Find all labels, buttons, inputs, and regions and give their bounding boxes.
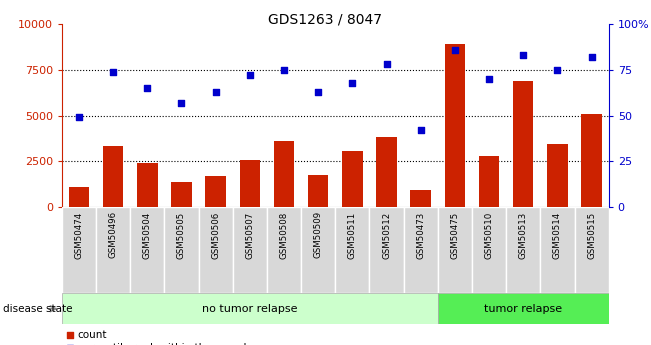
Bar — [472, 207, 506, 293]
Text: GSM50515: GSM50515 — [587, 211, 596, 258]
Point — [381, 62, 392, 67]
Text: GSM50511: GSM50511 — [348, 211, 357, 258]
Text: GSM50504: GSM50504 — [143, 211, 152, 258]
Bar — [506, 207, 540, 293]
Bar — [547, 144, 568, 207]
Bar — [370, 207, 404, 293]
Point — [347, 80, 357, 86]
Bar — [581, 114, 602, 207]
Text: GSM50507: GSM50507 — [245, 211, 255, 258]
Legend: count, percentile rank within the sample: count, percentile rank within the sample — [67, 329, 253, 345]
Text: no tumor relapse: no tumor relapse — [202, 304, 298, 314]
Text: GSM50505: GSM50505 — [177, 211, 186, 258]
Bar — [164, 207, 199, 293]
Point — [74, 115, 84, 120]
Text: GSM50513: GSM50513 — [519, 211, 528, 258]
Text: GSM50473: GSM50473 — [416, 211, 425, 258]
Bar — [267, 207, 301, 293]
Point — [450, 47, 460, 52]
Point — [518, 52, 529, 58]
Text: GSM50514: GSM50514 — [553, 211, 562, 258]
Bar — [96, 207, 130, 293]
Point — [415, 127, 426, 133]
Text: GSM50496: GSM50496 — [109, 211, 118, 258]
Bar — [199, 207, 233, 293]
Point — [552, 67, 562, 72]
Point — [313, 89, 324, 95]
Text: disease state: disease state — [3, 304, 73, 314]
Point — [484, 76, 494, 82]
Bar — [240, 160, 260, 207]
Text: GSM50510: GSM50510 — [484, 211, 493, 258]
Text: GSM50512: GSM50512 — [382, 211, 391, 258]
Bar — [540, 207, 575, 293]
Bar — [575, 207, 609, 293]
Point — [587, 54, 597, 60]
Text: GSM50506: GSM50506 — [211, 211, 220, 258]
Text: GSM50509: GSM50509 — [314, 211, 323, 258]
Bar — [171, 182, 192, 207]
Text: GSM50508: GSM50508 — [279, 211, 288, 258]
Bar — [445, 44, 465, 207]
Bar — [273, 141, 294, 207]
Bar — [62, 293, 437, 324]
Text: GDS1263 / 8047: GDS1263 / 8047 — [268, 12, 383, 26]
Text: GSM50475: GSM50475 — [450, 211, 460, 258]
Bar — [137, 163, 158, 207]
Bar — [62, 207, 96, 293]
Bar — [342, 151, 363, 207]
Bar — [308, 175, 328, 207]
Point — [108, 69, 118, 75]
Point — [245, 72, 255, 78]
Bar — [437, 293, 609, 324]
Point — [210, 89, 221, 95]
Bar — [233, 207, 267, 293]
Text: GSM50474: GSM50474 — [74, 211, 83, 258]
Bar — [69, 187, 89, 207]
Bar — [411, 190, 431, 207]
Bar — [437, 207, 472, 293]
Point — [176, 100, 187, 106]
Text: tumor relapse: tumor relapse — [484, 304, 562, 314]
Bar — [206, 176, 226, 207]
Bar — [513, 81, 534, 207]
Point — [279, 67, 289, 72]
Bar — [130, 207, 164, 293]
Bar — [301, 207, 335, 293]
Bar — [335, 207, 370, 293]
Bar — [404, 207, 437, 293]
Bar — [103, 146, 124, 207]
Bar — [376, 137, 396, 207]
Bar — [479, 156, 499, 207]
Point — [142, 85, 152, 91]
